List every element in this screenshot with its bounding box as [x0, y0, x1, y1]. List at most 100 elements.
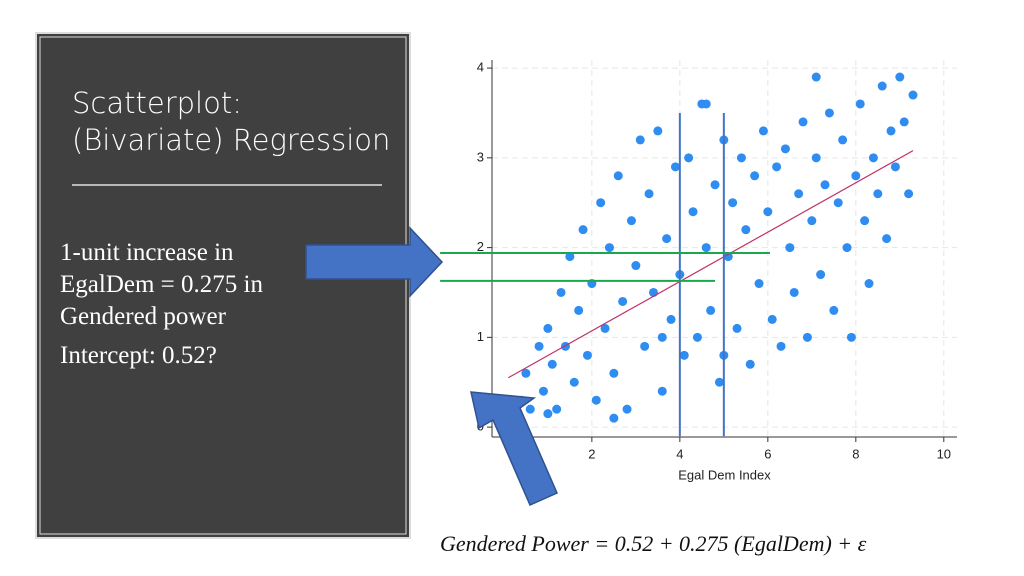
point — [706, 305, 716, 315]
point — [895, 72, 905, 82]
note: Gendered power — [60, 303, 227, 330]
point — [904, 189, 914, 199]
point — [609, 413, 619, 423]
point — [578, 225, 588, 235]
point — [521, 368, 531, 378]
point — [701, 99, 711, 109]
point — [794, 189, 804, 199]
point — [640, 341, 650, 351]
point — [750, 171, 760, 181]
x-tick-label: 4 — [676, 446, 683, 461]
point — [556, 287, 566, 297]
point — [829, 305, 839, 315]
point — [653, 126, 663, 136]
point — [631, 261, 641, 271]
x-axis-label: Egal Dem Index — [678, 467, 771, 482]
point — [613, 171, 623, 181]
point — [552, 404, 562, 414]
point — [609, 368, 619, 378]
x-tick-label: 2 — [588, 446, 595, 461]
point — [846, 332, 856, 342]
x-tick-label: 10 — [937, 446, 951, 461]
point — [538, 386, 548, 396]
point — [789, 287, 799, 297]
point — [824, 108, 834, 118]
point — [534, 341, 544, 351]
point — [767, 314, 777, 324]
point — [670, 162, 680, 172]
y-tick-label: 4 — [477, 60, 484, 75]
equation: Gendered Power = 0.52 + 0.275 (EgalDem) … — [440, 531, 867, 556]
text-panel — [35, 32, 411, 539]
point — [873, 189, 883, 199]
point — [591, 395, 601, 405]
point — [754, 279, 764, 289]
panel-inner-border — [39, 36, 407, 535]
point — [868, 153, 878, 163]
point — [842, 243, 852, 253]
point — [688, 207, 698, 217]
point — [816, 270, 826, 280]
point — [811, 72, 821, 82]
point — [710, 180, 720, 190]
point — [635, 135, 645, 145]
point — [662, 234, 672, 244]
y-tick-label: 1 — [477, 329, 484, 344]
point — [798, 117, 808, 127]
point — [701, 243, 711, 253]
point — [741, 225, 751, 235]
note: 1-unit increase in — [60, 239, 234, 266]
point — [666, 314, 676, 324]
point — [877, 81, 887, 91]
point — [882, 234, 892, 244]
point — [596, 198, 606, 208]
point — [604, 243, 614, 253]
point — [833, 198, 843, 208]
arrow-right — [305, 226, 444, 298]
point — [860, 216, 870, 226]
point — [785, 243, 795, 253]
point — [758, 126, 768, 136]
point — [543, 409, 553, 419]
point — [864, 279, 874, 289]
point — [807, 216, 817, 226]
point — [772, 162, 782, 172]
point — [728, 198, 738, 208]
point — [692, 332, 702, 342]
point — [820, 180, 830, 190]
x-tick-label: 6 — [764, 446, 771, 461]
point — [851, 171, 861, 181]
point — [763, 207, 773, 217]
point — [886, 126, 896, 136]
y-tick-label: 2 — [477, 239, 484, 254]
point — [569, 377, 579, 387]
arrow-up — [470, 391, 558, 506]
reference-line — [507, 150, 914, 379]
point — [745, 359, 755, 369]
point — [684, 153, 694, 163]
point — [890, 162, 900, 172]
note: EgalDem = 0.275 in — [60, 271, 263, 298]
point — [811, 153, 821, 163]
point — [714, 377, 724, 387]
point — [547, 359, 557, 369]
slide-title: Scatterplot: — [72, 86, 242, 120]
point — [723, 252, 733, 262]
point — [657, 386, 667, 396]
point — [736, 153, 746, 163]
point — [855, 99, 865, 109]
point — [780, 144, 790, 154]
point — [626, 216, 636, 226]
point — [657, 332, 667, 342]
point — [574, 305, 584, 315]
point — [899, 117, 909, 127]
point — [732, 323, 742, 333]
point — [582, 350, 592, 360]
point — [802, 332, 812, 342]
point — [644, 189, 654, 199]
y-tick-label: 3 — [477, 149, 484, 164]
point — [543, 323, 553, 333]
note: Intercept: 0.52? — [60, 342, 217, 369]
point — [618, 296, 628, 306]
